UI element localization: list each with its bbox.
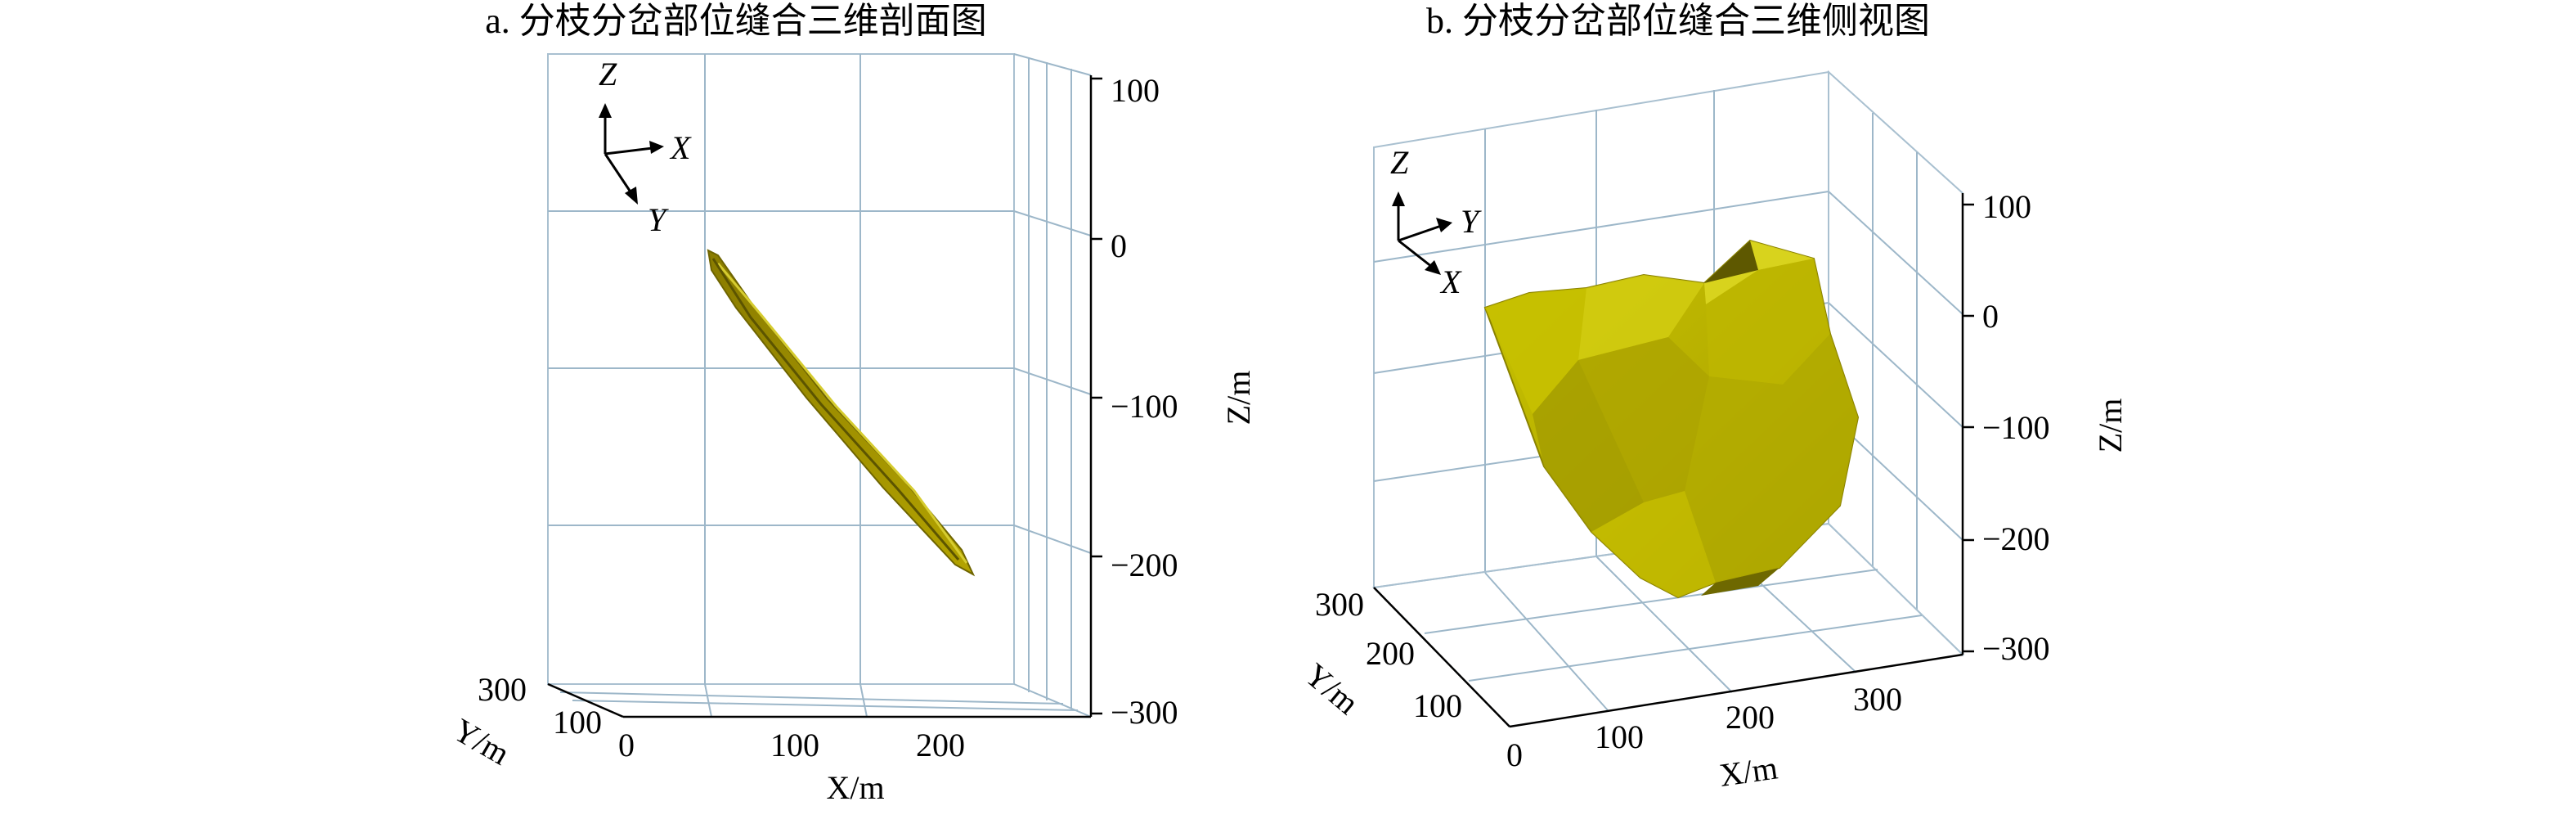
panel-a-ind-y-label: Y (648, 201, 669, 238)
panel-b-y-label: Y/m (1298, 656, 1366, 722)
panel-b-z-label: Z/m (2092, 398, 2129, 453)
panel-a-ind-y-arrow (625, 187, 638, 205)
panel-a-y-tick-label-2: 300 (478, 671, 527, 708)
panel-a-z-label: Z/m (1220, 371, 1257, 426)
panel-b-z-ticks: 100 0 −100 −200 −300 (1963, 188, 2050, 667)
panel-a-y-label: Y/m (447, 711, 516, 772)
panel-b-floor-4 (1595, 556, 1733, 693)
panel-b-z-tick-label-3: −100 (1982, 409, 2050, 446)
panel-a-ind-x-label: X (669, 129, 692, 166)
panel-b-facet-2 (1578, 275, 1704, 360)
panel-a-z-ticks: 100 0 −100 −200 −300 (1091, 72, 1178, 731)
panel-b-ind-x-arrow (1425, 260, 1441, 275)
panel-b-x-tick-label-3: 300 (1853, 681, 1902, 718)
panel-a-z-tick-label-3: −100 (1111, 388, 1178, 425)
panel-a-x-tick-label-1: 0 (618, 727, 635, 763)
panel-b: b. 分枝分岔部位缝合三维侧视图 (1298, 1, 2129, 794)
panel-b-z-tick-label-5: −300 (1982, 630, 2050, 667)
panel-a-ind-z-label: Z (599, 56, 617, 92)
panel-a-y-axis (547, 682, 624, 718)
panel-a-floor-3 (572, 700, 1079, 711)
panel-a-z-tick-label-5: −300 (1111, 694, 1178, 731)
panel-b-x-tick-label-2: 200 (1726, 699, 1775, 736)
panel-b-solid-surface (1483, 239, 1860, 599)
panel-a-slice-surface (707, 249, 976, 577)
panel-b-ind-y-line (1398, 223, 1447, 242)
panel-a-side-top (1013, 53, 1092, 76)
panel-b-facet-3 (1704, 241, 1814, 304)
panel-a-z-tick-label-1: 100 (1111, 72, 1160, 109)
panel-b-facet-6 (1685, 334, 1858, 583)
panel-b-orientation-indicator: Z Y X (1390, 144, 1482, 300)
panel-b-y-tick-label-4: 300 (1315, 586, 1364, 623)
panel-a-y-tick-label-1: 100 (553, 704, 602, 741)
panel-b-z-tick-label-4: −200 (1982, 520, 2050, 557)
panel-b-facet-dark (1704, 241, 1758, 283)
panel-b-side-h2 (1828, 302, 1963, 428)
panel-a-slice-highlight (716, 263, 968, 564)
panel-a-ind-z-arrow (599, 103, 612, 118)
panel-a-z-tick-label-2: 0 (1111, 227, 1127, 264)
panel-a-x-tick-label-3: 200 (916, 727, 965, 763)
panel-a-x-tick-label-2: 100 (770, 727, 819, 763)
panel-a-side-h3 (1013, 525, 1092, 554)
panel-a-floor-2 (559, 691, 1064, 705)
panel-a-x-label: X/m (826, 769, 884, 806)
panel-b-ind-z-label: Z (1390, 144, 1409, 181)
panel-b-facet-8 (1591, 491, 1716, 597)
panel-a-floor-6 (1013, 683, 1092, 718)
panel-a-side-h2 (1013, 367, 1092, 395)
panel-b-facet-5 (1578, 337, 1709, 502)
panel-b-z-tick-label-2: 0 (1982, 298, 1999, 335)
panel-b-floor-1 (1424, 569, 1878, 634)
panel-a-ind-x-line (604, 146, 660, 155)
panel-a-ind-x-arrow (649, 141, 664, 154)
panel-b-x-axis (1509, 653, 1963, 728)
panel-b-floor-2 (1468, 615, 1923, 682)
panel-b-gridline-h1 (1373, 191, 1829, 263)
panel-b-side-wall (1828, 70, 1963, 657)
panel-b-facet-7 (1533, 360, 1644, 532)
panel-b-facet-1 (1485, 288, 1586, 414)
panel-b-facet-shadow (1701, 568, 1779, 596)
panel-b-y-tick-label-3: 200 (1366, 635, 1415, 672)
panel-a-side-h1 (1013, 210, 1092, 236)
panel-b-y-tick-label-1: 0 (1506, 736, 1523, 773)
panel-b-ind-z-arrow (1392, 191, 1405, 206)
panel-b-x-tick-label-1: 100 (1595, 718, 1644, 755)
panel-b-facet-4 (1706, 259, 1830, 385)
panel-a-orientation-indicator: Z X Y (599, 56, 692, 238)
panel-a: a. 分枝分岔部位缝合三维剖面图 (447, 1, 1257, 806)
panel-a-floor-4 (704, 683, 712, 718)
panel-a-floor-5 (859, 683, 868, 718)
panel-b-y-tick-label-2: 100 (1413, 687, 1462, 724)
panel-b-ind-x-label: X (1439, 263, 1462, 300)
panel-b-side-h1 (1828, 191, 1963, 315)
panel-b-ind-y-arrow (1436, 218, 1452, 232)
panel-b-y-axis (1373, 587, 1510, 727)
panel-a-slice-edge (711, 258, 960, 561)
panel-b-title: b. 分枝分岔部位缝合三维侧视图 (1426, 1, 1930, 41)
panel-b-z-tick-label-1: 100 (1982, 188, 2031, 225)
panel-a-z-tick-label-4: −200 (1111, 547, 1178, 583)
panel-b-ind-y-label: Y (1461, 203, 1482, 240)
panel-a-title: a. 分枝分岔部位缝合三维剖面图 (485, 1, 987, 41)
panel-b-x-label: X/m (1717, 749, 1780, 793)
panel-b-floor-3 (1484, 572, 1609, 711)
